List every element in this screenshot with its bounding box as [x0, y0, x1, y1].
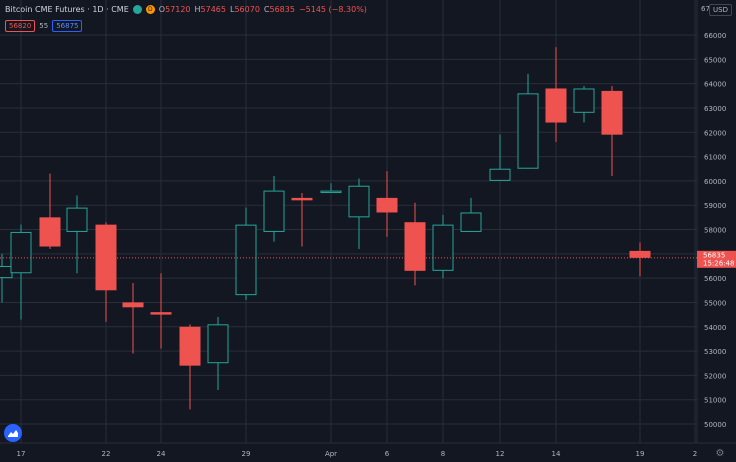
candle [263, 176, 285, 242]
candle-body [10, 231, 32, 274]
y-tick-label: 53000 [704, 348, 726, 356]
candle [179, 324, 201, 410]
candle [39, 173, 61, 249]
candle-body [320, 190, 342, 194]
buy-price-button[interactable]: 56875 [52, 20, 83, 32]
candle [235, 207, 257, 301]
candle-body [404, 222, 426, 271]
candle [601, 86, 623, 177]
currency-button[interactable]: USD [709, 4, 732, 16]
market-open-icon [132, 5, 142, 14]
y-tick-label: 55000 [704, 299, 726, 307]
candle [0, 253, 13, 303]
candle-body [39, 217, 61, 247]
x-tick-label: 24 [157, 450, 166, 458]
y-tick-label: 54000 [704, 324, 726, 332]
candle-body [460, 212, 482, 232]
x-tick-label: 17 [17, 450, 26, 458]
candle-layer [0, 47, 651, 410]
candle [66, 195, 88, 274]
y-tick-label: 52000 [704, 372, 726, 380]
candle-body [179, 326, 201, 366]
y-tick-label: 61000 [704, 154, 726, 162]
candle-body [150, 312, 172, 315]
y-tick-label: 66000 [704, 32, 726, 40]
tradingview-logo-icon[interactable] [4, 424, 22, 442]
x-tick-label: Apr [325, 450, 337, 458]
candle-body [573, 88, 595, 113]
candle-body [629, 250, 651, 258]
y-tick-label: 60000 [704, 178, 726, 186]
candle [150, 273, 172, 349]
candle [489, 134, 511, 181]
candle-body [291, 197, 313, 201]
candle-body [376, 197, 398, 213]
spread-value: 55 [39, 22, 49, 30]
candle [320, 183, 342, 194]
y-tick-label: 64000 [704, 81, 726, 89]
y-tick-label: 51000 [704, 397, 726, 405]
y-tick-label: 62000 [704, 129, 726, 137]
candle [207, 317, 229, 390]
candle-body [66, 207, 88, 232]
candle-body [122, 302, 144, 308]
candle-body [517, 93, 539, 169]
high-value: H57465 [194, 5, 226, 14]
change-value: −5145 (−8.30%) [298, 5, 367, 14]
candle-body [0, 265, 13, 279]
candle-body [432, 224, 454, 271]
candle-body [545, 88, 567, 123]
last-price-label: 56835 [703, 251, 725, 259]
y-tick-label: 65000 [704, 56, 726, 64]
candle-body [207, 324, 229, 364]
candle [376, 171, 398, 237]
last-price-badge [697, 250, 736, 268]
bid-ask-row: 56820 55 56875 [5, 20, 83, 32]
candle-body [348, 185, 370, 218]
candle [122, 282, 144, 354]
x-tick-label: 19 [636, 450, 645, 458]
candle [460, 197, 482, 232]
candle [291, 193, 313, 247]
top-price-label: 67 [701, 5, 710, 13]
candle [95, 222, 117, 322]
y-tick-label: 63000 [704, 105, 726, 113]
candle-body [235, 224, 257, 296]
candle [10, 224, 32, 320]
candle-body [601, 90, 623, 135]
open-value: O57120 [158, 5, 191, 14]
x-tick-label: 6 [385, 450, 390, 458]
close-value: C56835 [263, 5, 295, 14]
countdown-label: 15:26:48 [703, 259, 734, 267]
x-tick-label: 22 [102, 450, 111, 458]
delayed-data-icon: D [145, 5, 155, 14]
grid-layer [0, 0, 697, 443]
x-tick-label: 2 [693, 450, 697, 458]
candle [629, 242, 651, 277]
candle [348, 178, 370, 249]
x-tick-label: 14 [552, 450, 561, 458]
candle [404, 202, 426, 286]
y-tick-label: 56000 [704, 275, 726, 283]
candle [432, 214, 454, 279]
x-tick-label: 29 [242, 450, 251, 458]
candle-body [263, 190, 285, 232]
candle [545, 47, 567, 142]
symbol-legend: Bitcoin CME Futures · 1D · CME D O57120 … [5, 5, 367, 14]
gear-icon[interactable]: ⚙ [715, 448, 725, 459]
candle [573, 86, 595, 123]
x-tick-label: 12 [496, 450, 505, 458]
x-tick-label: 8 [441, 450, 445, 458]
sell-price-button[interactable]: 56820 [5, 20, 36, 32]
low-value: L56070 [229, 5, 260, 14]
candle [517, 73, 539, 169]
y-tick-label: 59000 [704, 202, 726, 210]
y-tick-label: 58000 [704, 227, 726, 235]
candle-body [489, 168, 511, 181]
y-tick-label: 50000 [704, 421, 726, 429]
symbol-title: Bitcoin CME Futures · 1D · CME [5, 5, 129, 14]
